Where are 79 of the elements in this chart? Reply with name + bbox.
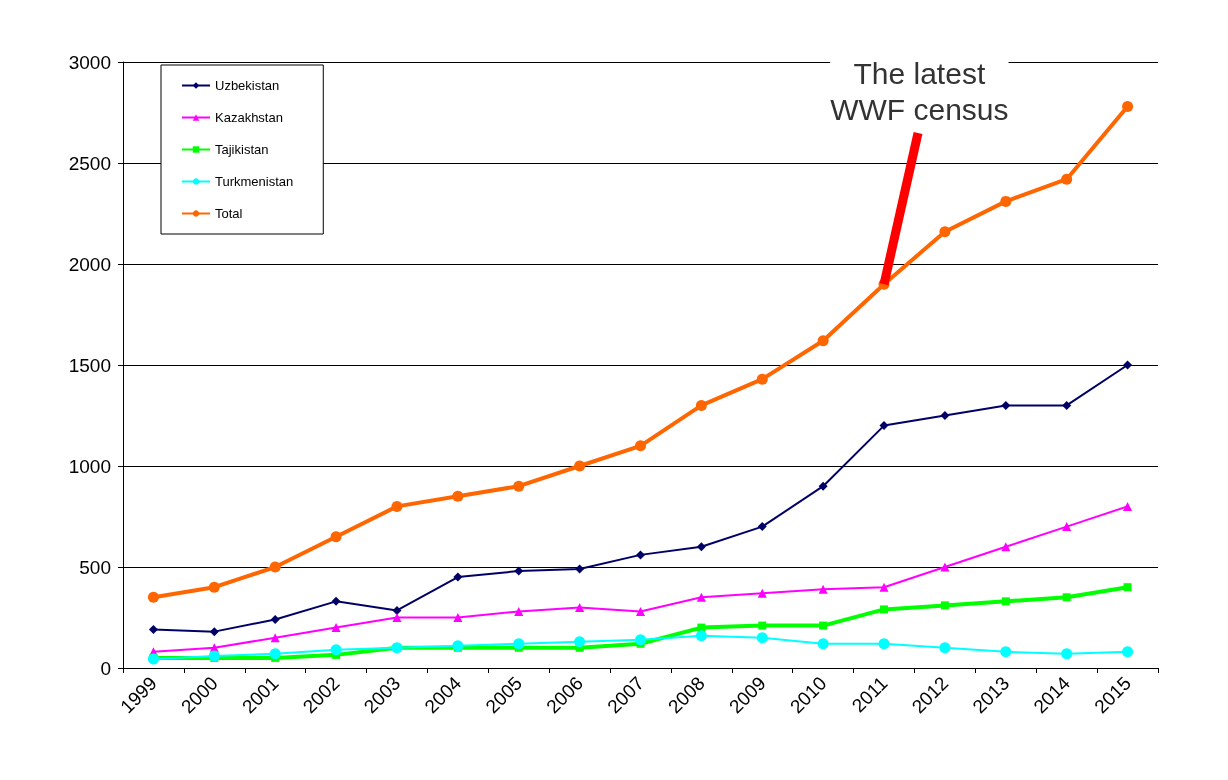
point: [818, 481, 828, 491]
point: [453, 613, 463, 622]
point: [696, 592, 706, 602]
point: [939, 642, 951, 654]
point: [636, 550, 645, 560]
point: [817, 335, 829, 347]
point: [1062, 400, 1072, 410]
legend-label: Uzbekistan: [215, 78, 280, 93]
point: [575, 564, 585, 574]
point: [1061, 648, 1073, 660]
point: [148, 625, 158, 635]
point: [330, 644, 342, 656]
point: [1123, 501, 1133, 511]
point: [879, 582, 889, 592]
point: [695, 399, 707, 411]
legend-label: Tajikistan: [215, 142, 269, 157]
legend-label: Kazakhstan: [215, 110, 283, 125]
point: [452, 490, 464, 502]
point: [758, 621, 767, 630]
point: [514, 606, 524, 616]
point: [756, 632, 768, 644]
y-tick-label: 500: [79, 556, 111, 578]
point: [818, 584, 828, 594]
point: [269, 648, 281, 660]
point: [392, 613, 402, 622]
point: [331, 596, 341, 606]
point: [208, 581, 220, 593]
point: [574, 460, 586, 472]
point: [1123, 583, 1132, 592]
point: [453, 572, 463, 582]
point: [1062, 593, 1071, 602]
point: [1062, 522, 1072, 532]
point: [817, 638, 829, 650]
y-tick-label: 1500: [68, 354, 111, 376]
point: [635, 440, 646, 452]
point: [756, 373, 768, 385]
point: [513, 638, 525, 650]
point: [757, 522, 767, 532]
point: [1122, 646, 1134, 658]
point: [695, 630, 707, 642]
y-tick-label: 2500: [68, 152, 111, 174]
y-tick-label: 2000: [68, 253, 111, 275]
point: [147, 591, 159, 603]
annotation: The latest WWF census: [830, 56, 1009, 126]
y-tick-label: 3000: [68, 51, 111, 73]
legend-label: Total: [215, 206, 243, 221]
point: [1000, 195, 1012, 207]
point: [1061, 173, 1073, 185]
point: [575, 602, 585, 612]
point: [1001, 400, 1011, 410]
point: [514, 566, 524, 576]
point: [939, 226, 951, 238]
point: [1123, 360, 1133, 370]
point: [635, 634, 646, 646]
point: [269, 561, 281, 573]
point: [819, 621, 828, 630]
point: [940, 411, 950, 420]
point: [392, 605, 402, 615]
point: [1001, 597, 1010, 606]
y-tick-label: 0: [100, 657, 111, 679]
point: [696, 542, 706, 552]
point: [757, 588, 767, 598]
point: [330, 531, 342, 543]
point: [880, 605, 889, 614]
y-tick-label: 1000: [68, 455, 111, 477]
point: [513, 480, 525, 492]
point: [879, 421, 889, 431]
point: [940, 562, 950, 572]
point: [331, 623, 341, 633]
point: [1122, 100, 1134, 112]
point: [878, 638, 890, 650]
point: [209, 627, 219, 637]
point: [940, 601, 949, 610]
point: [636, 606, 645, 616]
point: [1000, 646, 1012, 658]
legend-label: Turkmenistan: [215, 174, 294, 189]
point: [574, 636, 586, 648]
point: [391, 500, 403, 512]
point: [270, 615, 280, 625]
